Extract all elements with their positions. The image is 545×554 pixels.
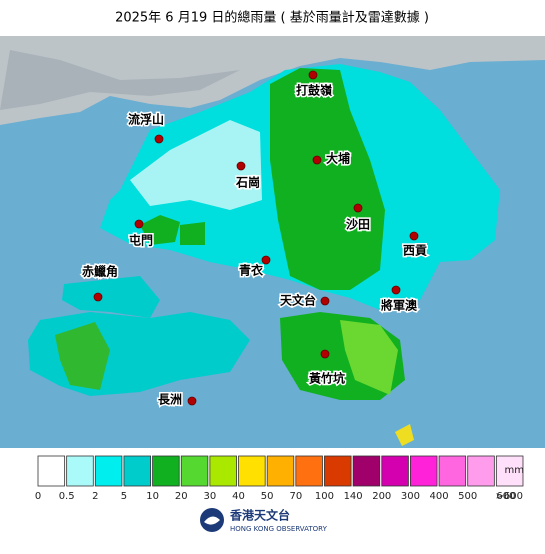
green-rain-area <box>55 322 110 390</box>
station-label: 天文台 <box>280 293 316 308</box>
legend-swatch <box>152 455 180 487</box>
legend-label: 20 <box>175 491 188 502</box>
legend-label: 30 <box>204 491 217 502</box>
legend-swatch <box>123 455 151 487</box>
legend-swatch <box>266 455 295 487</box>
station-label: 打鼓嶺 <box>296 83 333 98</box>
legend-swatch <box>324 455 352 487</box>
legend-unit: mm <box>505 465 524 476</box>
legend-label: 300 <box>401 491 420 502</box>
station-dot <box>391 285 401 295</box>
legend-label: >600 <box>496 491 523 502</box>
lantau-north <box>62 276 160 318</box>
legend-label: 70 <box>289 491 302 502</box>
legend-swatch <box>180 455 209 487</box>
station-dot <box>320 296 330 306</box>
legend-label: 5 <box>121 491 127 502</box>
legend-label: 600 <box>496 491 515 502</box>
legend-label: 200 <box>372 491 391 502</box>
station-dot <box>308 70 318 80</box>
legend-swatch <box>37 455 66 487</box>
mainland <box>0 36 545 125</box>
station-dot <box>154 134 164 144</box>
station-dot <box>312 155 322 165</box>
station-dot <box>187 396 197 406</box>
legend-swatch <box>410 455 438 487</box>
station-label: 赤鱲角 <box>82 264 118 279</box>
station-label: 青衣 <box>239 263 263 278</box>
legend-label: 500 <box>458 491 477 502</box>
legend-swatch <box>209 455 237 487</box>
green-rain-area <box>270 68 385 290</box>
station-label: 將軍澳 <box>381 298 418 313</box>
station-dot <box>409 231 419 241</box>
legend-label: 10 <box>146 491 159 502</box>
station-dot <box>261 255 271 265</box>
legend-swatch <box>495 455 524 487</box>
station-label: 屯門 <box>129 233 153 248</box>
station-dot <box>134 219 144 229</box>
legend-swatch <box>352 455 381 487</box>
station-label: 長洲 <box>158 392 182 407</box>
station-dot <box>353 203 363 213</box>
legend-swatch <box>438 455 467 487</box>
island-yellow <box>395 424 414 446</box>
station-dot <box>93 292 103 302</box>
legend-label: 0 <box>35 491 41 502</box>
legend-swatch <box>381 455 409 487</box>
logo-mark-wave <box>204 516 220 525</box>
title: 2025年 6 月19 日的總雨量 ( 基於雨量計及雷達數據 ) <box>115 10 429 26</box>
legend-swatch <box>295 455 323 487</box>
legend-label: 100 <box>315 491 334 502</box>
legend-label: 140 <box>344 491 363 502</box>
station-label: 大埔 <box>326 151 350 166</box>
moderate-rain-area <box>340 320 398 395</box>
mainland-urban <box>0 50 240 110</box>
station-dot <box>236 161 246 171</box>
logo-chinese: 香港天文台 <box>229 508 290 523</box>
logo-english: HONG KONG OBSERVATORY <box>230 525 328 533</box>
legend-label: 40 <box>232 491 245 502</box>
legend-label: 0.5 <box>59 491 75 502</box>
legend-swatch <box>238 455 266 487</box>
legend-swatch <box>467 455 495 487</box>
station-dot <box>320 349 330 359</box>
station-label: 西貢 <box>403 244 427 258</box>
station-label: 黃竹坑 <box>308 371 345 386</box>
light-rain-area <box>130 120 262 210</box>
station-label: 石崗 <box>235 175 260 190</box>
legend-swatch <box>94 455 123 487</box>
legend-label: 400 <box>430 491 449 502</box>
legend-label: 50 <box>261 491 274 502</box>
legend-label: 2 <box>92 491 98 502</box>
green-rain-area <box>140 215 205 245</box>
legend-swatch <box>66 455 94 487</box>
station-label: 沙田 <box>346 218 370 232</box>
station-label: 流浮山 <box>128 112 164 127</box>
